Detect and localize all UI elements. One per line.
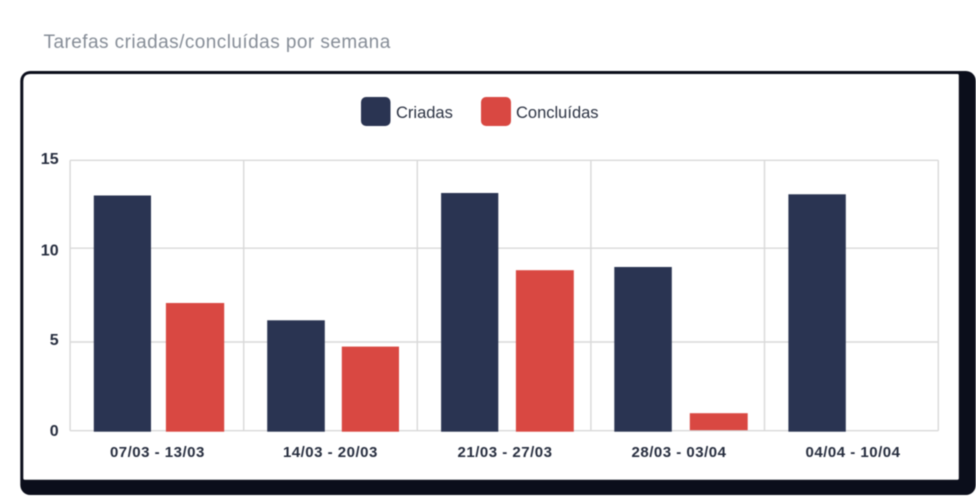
svg-text:Concluídas: Concluídas [516, 104, 599, 122]
svg-text:Criadas: Criadas [396, 104, 453, 122]
svg-text:04/04 - 10/04: 04/04 - 10/04 [806, 444, 901, 461]
svg-text:5: 5 [50, 332, 59, 349]
svg-text:Tarefas criadas/concluídas por: Tarefas criadas/concluídas por semana [44, 32, 391, 53]
svg-text:0: 0 [50, 423, 59, 440]
svg-text:10: 10 [41, 242, 59, 259]
svg-text:21/03 - 27/03: 21/03 - 27/03 [458, 444, 553, 461]
svg-text:14/03 - 20/03: 14/03 - 20/03 [283, 444, 378, 461]
svg-text:15: 15 [41, 151, 59, 168]
svg-text:07/03 - 13/03: 07/03 - 13/03 [110, 444, 205, 461]
svg-text:28/03 - 03/04: 28/03 - 03/04 [632, 444, 727, 461]
